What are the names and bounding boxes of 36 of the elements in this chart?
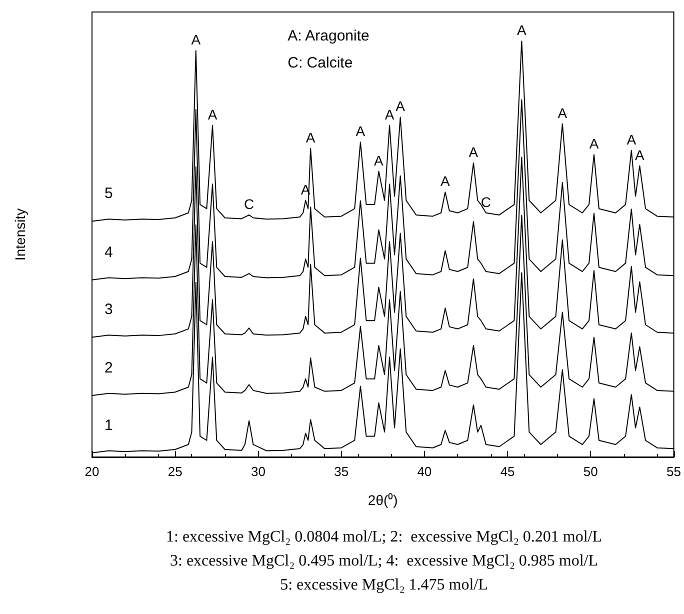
annotation: A: Aragonite	[288, 28, 370, 44]
annotation: A	[468, 144, 479, 160]
annotation: A	[626, 131, 637, 148]
x-tick-label: 25	[168, 464, 182, 479]
x-tick-label: 50	[583, 464, 598, 479]
annotation: A	[635, 146, 646, 163]
x-tick-label: 45	[500, 464, 515, 479]
x-axis-title: 2θ(⁰)	[368, 492, 398, 508]
annotation: A	[517, 22, 528, 38]
text: 1: excessive MgCl₂ 0.0804 mol/L; 2: excessive MgCl₂ 0.201 mol/L	[166, 528, 602, 546]
series-label: 1	[104, 416, 113, 434]
annotation: A	[208, 106, 218, 123]
series-label: 3	[104, 301, 113, 318]
annotation: C	[480, 194, 492, 210]
annotation: A	[356, 123, 366, 140]
annotation: A	[374, 152, 384, 168]
text: 5: excessive MgCl₂ 1.475 mol/L	[280, 576, 488, 594]
x-tick-label: 35	[334, 464, 349, 479]
x-tick-label: 40	[417, 464, 432, 479]
x-tick-label: 55	[666, 464, 682, 479]
annotation: C: Calcite	[288, 54, 353, 72]
series-label: 2	[104, 359, 113, 376]
x-tick-label: 30	[250, 464, 266, 479]
annotation: A	[384, 106, 395, 123]
text: 3: excessive MgCl₂ 0.495 mol/L; 4: excessive MgCl₂ 0.985 mol/L	[170, 552, 598, 570]
annotation: A	[396, 98, 406, 114]
y-axis-title: Intensity	[12, 208, 28, 261]
annotation: C	[244, 196, 254, 212]
annotation: A	[558, 104, 568, 121]
annotation: A	[306, 129, 316, 146]
annotation: A	[589, 136, 600, 152]
annotation: A	[191, 32, 202, 48]
x-tick-label: 20	[84, 464, 100, 479]
series-label: 4	[104, 244, 113, 261]
annotation: A	[440, 173, 451, 190]
series-label: 5	[104, 185, 113, 202]
